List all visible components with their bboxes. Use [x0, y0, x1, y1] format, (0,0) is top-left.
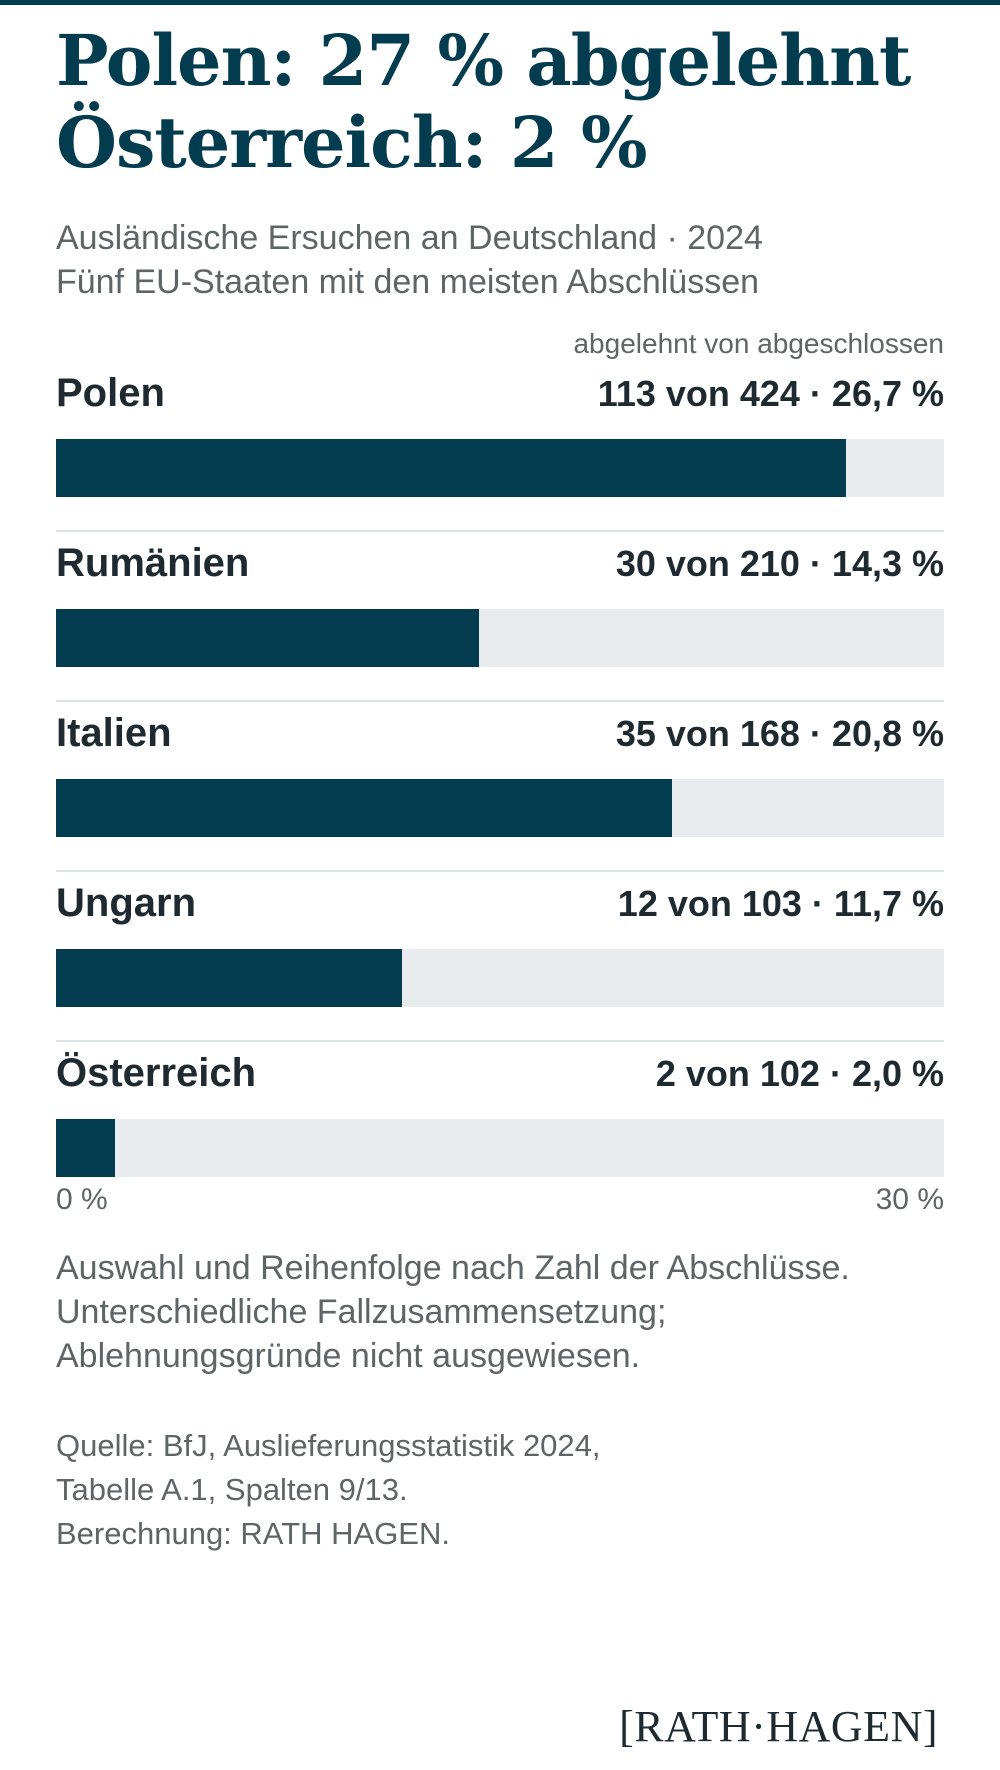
bar-row: Rumänien 30 von 210 · 14,3 % — [56, 530, 944, 700]
source-line-3: Berechnung: RATH HAGEN. — [56, 1516, 450, 1551]
subtitle-line-2: Fünf EU-Staaten mit den meisten Abschlüs… — [56, 263, 760, 301]
subtitle-line-1: Ausländische Ersuchen an Deutschland · 2… — [56, 219, 763, 257]
category-label: Ungarn — [56, 881, 196, 925]
category-label: Österreich — [56, 1051, 257, 1095]
headline-line-2: Österreich: 2 % — [56, 101, 647, 184]
headline-line-1: Polen: 27 % abgelehnt — [56, 19, 911, 102]
data-label: 30 von 210 · 14,3 % — [615, 543, 944, 584]
column-header: abgelehnt von abgeschlossen — [573, 328, 944, 359]
row-divider — [56, 1040, 944, 1042]
row-divider — [56, 870, 944, 872]
bar-row: Italien 35 von 168 · 20,8 % — [56, 700, 944, 870]
bar — [56, 949, 402, 1007]
methodology-note: Auswahl und Reihenfolge nach Zahl der Ab… — [56, 1246, 850, 1378]
category-label: Rumänien — [56, 541, 250, 585]
note-line-3: Ablehnungsgründe nicht ausgewiesen. — [56, 1337, 641, 1375]
row-divider — [56, 700, 944, 702]
source-line-2: Tabelle A.1, Spalten 9/13. — [56, 1472, 408, 1507]
row-divider — [56, 530, 944, 532]
bar-row: Polen 113 von 424 · 26,7 % — [56, 360, 944, 530]
data-label: 12 von 103 · 11,7 % — [617, 883, 944, 924]
data-label: 113 von 424 · 26,7 % — [597, 373, 944, 414]
note-line-2: Unterschiedliche Fallzusammensetzung; — [56, 1293, 667, 1331]
axis-max-label: 30 % — [875, 1183, 944, 1216]
bar-chart: Polen 113 von 424 · 26,7 % Rumänien 30 von … — [56, 360, 944, 1210]
source-note: Quelle: BfJ, Auslieferungsstatistik 2024… — [56, 1424, 601, 1556]
category-label: Italien — [56, 711, 172, 755]
bar-track — [56, 439, 944, 497]
bar — [56, 779, 672, 837]
data-label: 35 von 168 · 20,8 % — [615, 713, 944, 754]
bar-track — [56, 1119, 944, 1177]
subtitle: Ausländische Ersuchen an Deutschland · 2… — [56, 216, 763, 304]
bar-track — [56, 949, 944, 1007]
top-accent-rule — [0, 0, 1000, 5]
category-label: Polen — [56, 371, 165, 415]
bar — [56, 439, 846, 497]
brand-logo: [RATH·HAGEN] — [619, 1702, 938, 1751]
bar-track — [56, 609, 944, 667]
axis-labels: 0 % 30 % — [56, 1180, 944, 1220]
bar-row: Ungarn 12 von 103 · 11,7 % — [56, 870, 944, 1040]
axis-min-label: 0 % — [56, 1183, 108, 1216]
source-line-1: Quelle: BfJ, Auslieferungsstatistik 2024… — [56, 1428, 601, 1463]
bar-row: Österreich 2 von 102 · 2,0 % — [56, 1040, 944, 1210]
note-line-1: Auswahl und Reihenfolge nach Zahl der Ab… — [56, 1249, 850, 1287]
bar — [56, 609, 479, 667]
data-label: 2 von 102 · 2,0 % — [655, 1053, 944, 1094]
bar-track — [56, 779, 944, 837]
headline: Polen: 27 % abgelehnt Österreich: 2 % — [56, 19, 911, 184]
bar — [56, 1119, 115, 1177]
